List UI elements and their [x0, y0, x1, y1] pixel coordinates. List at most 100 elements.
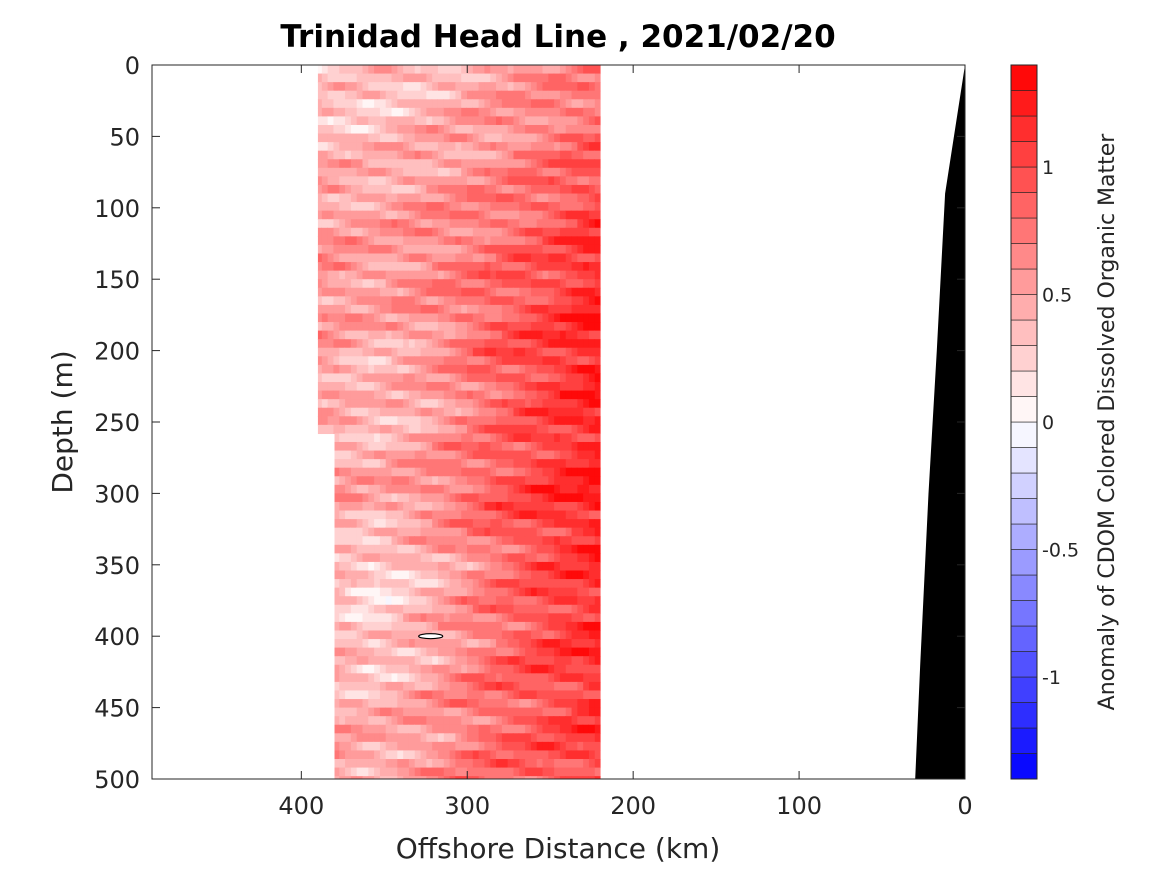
field-cell — [541, 193, 549, 203]
field-cell — [373, 313, 380, 323]
field-cell — [576, 759, 584, 769]
field-cell — [536, 219, 543, 229]
field-cell — [576, 656, 584, 666]
field-cell — [396, 322, 404, 332]
field-cell — [576, 133, 584, 143]
field-cell — [553, 193, 560, 203]
field-cell — [373, 124, 380, 135]
field-cell — [495, 116, 502, 126]
field-cell — [338, 501, 346, 512]
field-cell — [419, 579, 427, 589]
field-cell — [327, 313, 334, 323]
field-cell — [518, 544, 526, 554]
field-cell — [501, 304, 508, 315]
field-cell — [350, 390, 357, 400]
field-cell — [379, 587, 386, 597]
field-cell — [334, 467, 340, 477]
field-cell — [530, 741, 537, 752]
field-cell — [512, 433, 520, 443]
field-cell — [419, 536, 427, 546]
field-cell — [582, 364, 589, 375]
field-cell — [379, 90, 386, 100]
field-cell — [344, 219, 351, 229]
field-cell — [425, 476, 433, 486]
field-cell — [489, 142, 497, 152]
field-cell — [379, 236, 386, 246]
field-cell — [570, 656, 578, 666]
field-cell — [570, 287, 578, 297]
field-cell — [361, 750, 369, 760]
field-cell — [361, 647, 369, 657]
field-cell — [507, 330, 514, 340]
field-cell — [443, 690, 450, 700]
field-cell — [390, 519, 398, 529]
field-cell — [524, 630, 531, 640]
field-cell — [425, 150, 433, 160]
field-cell — [536, 424, 543, 435]
field-cell — [547, 219, 555, 229]
field-cell — [489, 621, 497, 632]
field-cell — [594, 716, 601, 726]
y-tick-label: 200 — [94, 338, 140, 366]
field-cell — [541, 741, 549, 752]
field-cell — [518, 613, 526, 623]
field-cell — [338, 673, 346, 683]
field-cell — [431, 553, 438, 563]
field-cell — [379, 347, 386, 357]
field-cell — [495, 99, 502, 109]
field-cell — [565, 596, 572, 606]
field-cell — [344, 441, 351, 452]
field-cell — [437, 561, 444, 572]
colorbar-label: Anomaly of CDOM Colored Dissolved Organi… — [1095, 133, 1120, 711]
field-cell — [559, 82, 566, 92]
field-cell — [460, 90, 468, 100]
field-cell — [332, 184, 340, 195]
field-cell — [334, 613, 340, 623]
field-cell — [379, 407, 386, 417]
field-cell — [565, 690, 572, 700]
field-cell — [379, 227, 386, 237]
field-cell — [338, 287, 346, 297]
field-cell — [419, 484, 427, 494]
field-cell — [518, 527, 526, 537]
field-cell — [530, 227, 537, 237]
field-cell — [425, 236, 433, 246]
field-cell — [541, 450, 549, 460]
field-cell — [570, 262, 578, 272]
field-cell — [356, 364, 363, 375]
field-cell — [327, 322, 334, 332]
field-cell — [356, 536, 363, 546]
field-cell — [570, 382, 578, 392]
field-cell — [454, 441, 462, 452]
field-cell — [495, 347, 502, 357]
field-cell — [541, 433, 549, 443]
field-cell — [396, 681, 404, 692]
field-cell — [582, 493, 589, 503]
field-cell — [414, 741, 421, 752]
field-cell — [425, 416, 433, 426]
field-cell — [317, 133, 322, 143]
field-cell — [512, 382, 520, 392]
field-cell — [338, 724, 346, 734]
field-cell — [495, 382, 502, 392]
field-cell — [507, 356, 514, 366]
field-cell — [460, 424, 468, 435]
field-cell — [373, 536, 380, 546]
field-cell — [460, 322, 468, 332]
field-cell — [495, 253, 502, 263]
field-cell — [454, 630, 462, 640]
field-cell — [396, 253, 404, 263]
field-cell — [327, 287, 334, 297]
field-cell — [356, 433, 363, 443]
field-cell — [425, 553, 433, 563]
field-cell — [559, 133, 566, 143]
field-cell — [518, 767, 526, 777]
field-cell — [565, 450, 572, 460]
field-cell — [582, 441, 589, 452]
field-cell — [588, 459, 595, 469]
field-cell — [582, 433, 589, 443]
field-cell — [419, 330, 427, 340]
field-cell — [448, 681, 456, 692]
field-cell — [321, 236, 328, 246]
field-cell — [367, 630, 375, 640]
